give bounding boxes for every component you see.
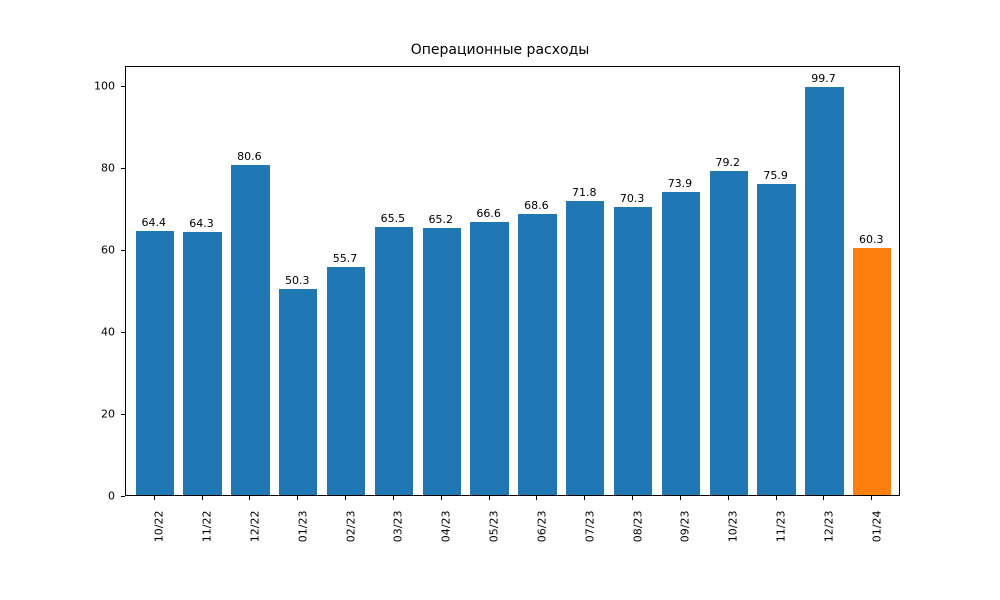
xtick-mark [871, 496, 872, 500]
xtick-label: 02/23 [344, 511, 357, 543]
xtick-mark [823, 496, 824, 500]
xtick-label: 04/23 [440, 511, 453, 543]
bar-value-label: 70.3 [620, 192, 645, 205]
xtick-label: 11/23 [775, 511, 788, 543]
bar-value-label: 65.5 [381, 212, 406, 225]
ytick-mark [121, 86, 125, 87]
ytick-label: 20 [101, 408, 115, 421]
bar-value-label: 50.3 [285, 274, 310, 287]
bar [279, 289, 317, 495]
ytick-mark [121, 332, 125, 333]
bar [757, 184, 795, 495]
xtick-label: 08/23 [631, 511, 644, 543]
bar-value-label: 55.7 [333, 252, 358, 265]
bar [375, 227, 413, 495]
ytick-label: 60 [101, 244, 115, 257]
bar-value-label: 73.9 [668, 177, 693, 190]
ytick-label: 40 [101, 326, 115, 339]
bar-value-label: 99.7 [811, 72, 836, 85]
bar [231, 165, 269, 495]
bar [327, 267, 365, 495]
xtick-label: 12/22 [248, 511, 261, 543]
plot-area [125, 66, 900, 496]
xtick-label: 12/23 [822, 511, 835, 543]
bar-value-label: 68.6 [524, 199, 549, 212]
xtick-mark [202, 496, 203, 500]
ytick-mark [121, 250, 125, 251]
bar-value-label: 75.9 [763, 169, 788, 182]
xtick-mark [728, 496, 729, 500]
xtick-mark [584, 496, 585, 500]
xtick-label: 11/22 [201, 511, 214, 543]
xtick-label: 10/22 [153, 511, 166, 543]
xtick-mark [536, 496, 537, 500]
bar [423, 228, 461, 495]
ytick-label: 80 [101, 162, 115, 175]
xtick-mark [345, 496, 346, 500]
xtick-label: 06/23 [535, 511, 548, 543]
bar-value-label: 80.6 [237, 150, 262, 163]
xtick-mark [249, 496, 250, 500]
bar [518, 214, 556, 495]
ytick-label: 0 [108, 490, 115, 503]
bar [183, 232, 221, 495]
xtick-label: 05/23 [488, 511, 501, 543]
xtick-mark [489, 496, 490, 500]
bar [805, 87, 843, 495]
xtick-mark [393, 496, 394, 500]
bar-value-label: 66.6 [476, 207, 501, 220]
bar [710, 171, 748, 495]
bar [662, 192, 700, 495]
xtick-mark [297, 496, 298, 500]
bar [470, 222, 508, 495]
bar [136, 231, 174, 495]
bar [614, 207, 652, 495]
bar-value-label: 71.8 [572, 186, 597, 199]
ytick-mark [121, 496, 125, 497]
bar [566, 201, 604, 495]
chart-title: Операционные расходы [0, 42, 1000, 58]
ytick-mark [121, 168, 125, 169]
figure: Операционные расходы 0 20 40 60 80 100 64.4 10/… [0, 0, 1000, 600]
xtick-label: 03/23 [392, 511, 405, 543]
bar-value-label: 79.2 [716, 156, 741, 169]
ytick-mark [121, 414, 125, 415]
xtick-mark [776, 496, 777, 500]
bar-value-label: 60.3 [859, 233, 884, 246]
xtick-mark [632, 496, 633, 500]
xtick-mark [680, 496, 681, 500]
xtick-label: 10/23 [727, 511, 740, 543]
xtick-mark [441, 496, 442, 500]
ytick-label: 100 [94, 80, 115, 93]
bar-value-label: 65.2 [428, 213, 453, 226]
bar [853, 248, 891, 495]
xtick-label: 09/23 [679, 511, 692, 543]
xtick-label: 01/23 [296, 511, 309, 543]
xtick-mark [154, 496, 155, 500]
xtick-label: 07/23 [583, 511, 596, 543]
xtick-label: 01/24 [870, 511, 883, 543]
bar-value-label: 64.3 [189, 217, 214, 230]
bar-value-label: 64.4 [141, 216, 166, 229]
